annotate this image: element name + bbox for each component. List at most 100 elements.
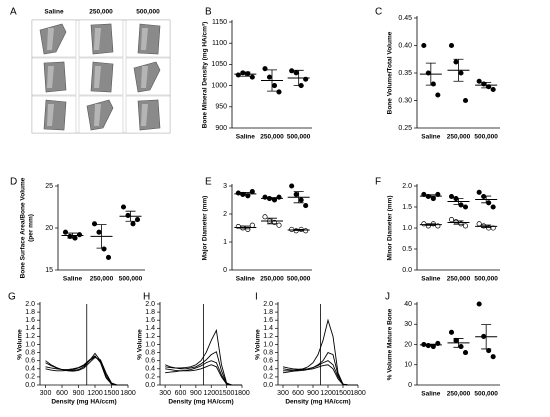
x-tick-label: Saline [63,276,83,283]
y-tick-label: 0.8 [263,349,273,356]
data-point [101,246,107,252]
data-point [490,354,496,360]
error-bar [293,69,304,86]
data-point [303,203,309,209]
data-point [62,229,69,235]
panel-label: C [375,7,382,18]
bone-shade [47,104,54,126]
data-point [453,59,459,65]
y-tick-label: 0.6 [145,358,155,365]
data-point [249,222,255,228]
column-header: Saline [44,9,64,16]
y-tick-label: 0.5 [402,246,412,253]
y-axis-label: Minor Diameter (mm) [387,195,394,260]
panel-label: I [255,292,258,303]
x-tick-label: 500,000 [474,276,498,283]
error-bar [453,198,464,205]
data-point [453,219,459,225]
y-tick-label: 15 [45,267,53,274]
x-tick-label: 500,000 [287,134,311,141]
density-curve [45,356,128,386]
y-axis-label: Major Diameter (mm) [202,196,209,261]
y-tick-label: 1.4 [145,325,155,332]
y-tick-label: 0.8 [25,349,35,356]
y-tick-label: 2.0 [25,301,35,308]
data-point [76,232,83,238]
y-tick-label: 1.0 [402,225,412,232]
error-bar [481,324,492,350]
bone-shade [94,28,101,50]
data-point [235,224,241,230]
data-point [486,348,492,354]
panel-label: E [205,177,212,188]
y-tick-label: 1100 [212,40,227,47]
y-tick-label: 1.8 [25,309,35,316]
data-point [481,193,487,200]
x-tick-label: 500,000 [119,276,143,283]
x-tick-label: 600 [56,390,68,397]
data-point [240,191,246,197]
data-point [448,193,455,200]
panel-label: F [375,177,381,188]
y-tick-label: 0.0 [145,382,155,389]
y-axis-label: Bone Mineral Density (mg HA/cm³) [202,22,209,129]
panel-label: G [8,292,16,303]
data-point [262,214,268,220]
data-point [430,81,436,87]
y-tick-label: 40 [404,301,412,308]
y-tick-label: 1050 [211,61,227,68]
error-bar [293,191,304,204]
x-tick-label: 1800 [120,390,136,397]
data-point [462,97,469,104]
data-point [490,225,496,231]
x-tick-label: 500,000 [287,276,311,283]
y-tick-label: 0 [408,382,412,389]
density-curve [282,364,358,386]
y-tick-label: 0.0 [25,382,35,389]
data-point [462,204,469,210]
data-point [91,221,98,227]
y-tick-label: 1150 [212,19,227,26]
data-point [262,66,268,72]
y-axis-label: Bone Volume/Total Volume [387,31,394,114]
x-tick-label: 500,000 [474,134,498,141]
y-tick-label: 0.8 [145,349,155,356]
x-tick-label: 1500 [219,390,235,397]
y-tick-label: 1.6 [145,317,155,324]
data-point [421,191,427,197]
y-tick-label: 2 [223,211,227,218]
y-tick-label: 0.25 [398,125,412,132]
error-bar [453,58,464,82]
bone-shade [141,104,148,126]
y-tick-label: 2.0 [145,301,155,308]
data-point [276,222,282,228]
data-point [235,72,241,78]
y-tick-label: 0.2 [263,374,273,381]
data-point [458,202,464,208]
data-point [448,329,455,335]
data-point [458,70,464,76]
y-axis-label: % Volume [137,329,144,360]
x-tick-label: Saline [421,276,441,283]
y-tick-label: 1.8 [145,309,155,316]
x-tick-label: 1800 [350,390,366,397]
x-tick-label: 1200 [320,390,336,397]
data-point [476,301,482,307]
bone-shade [141,28,148,50]
data-point [276,89,282,95]
error-bar [125,210,136,222]
data-point [421,221,427,227]
y-tick-label: 1.8 [263,309,273,316]
error-bar [240,225,251,230]
error-bar [267,69,277,92]
y-tick-label: 20 [45,225,53,232]
bone-shade [94,66,101,88]
y-tick-label: 1.0 [145,341,155,348]
x-tick-label: 300 [159,390,171,397]
data-point [293,191,299,197]
y-tick-label: 1.5 [402,204,412,211]
y-tick-label: 0.0 [263,382,273,389]
bone-shade [47,66,54,88]
data-point [130,221,136,227]
